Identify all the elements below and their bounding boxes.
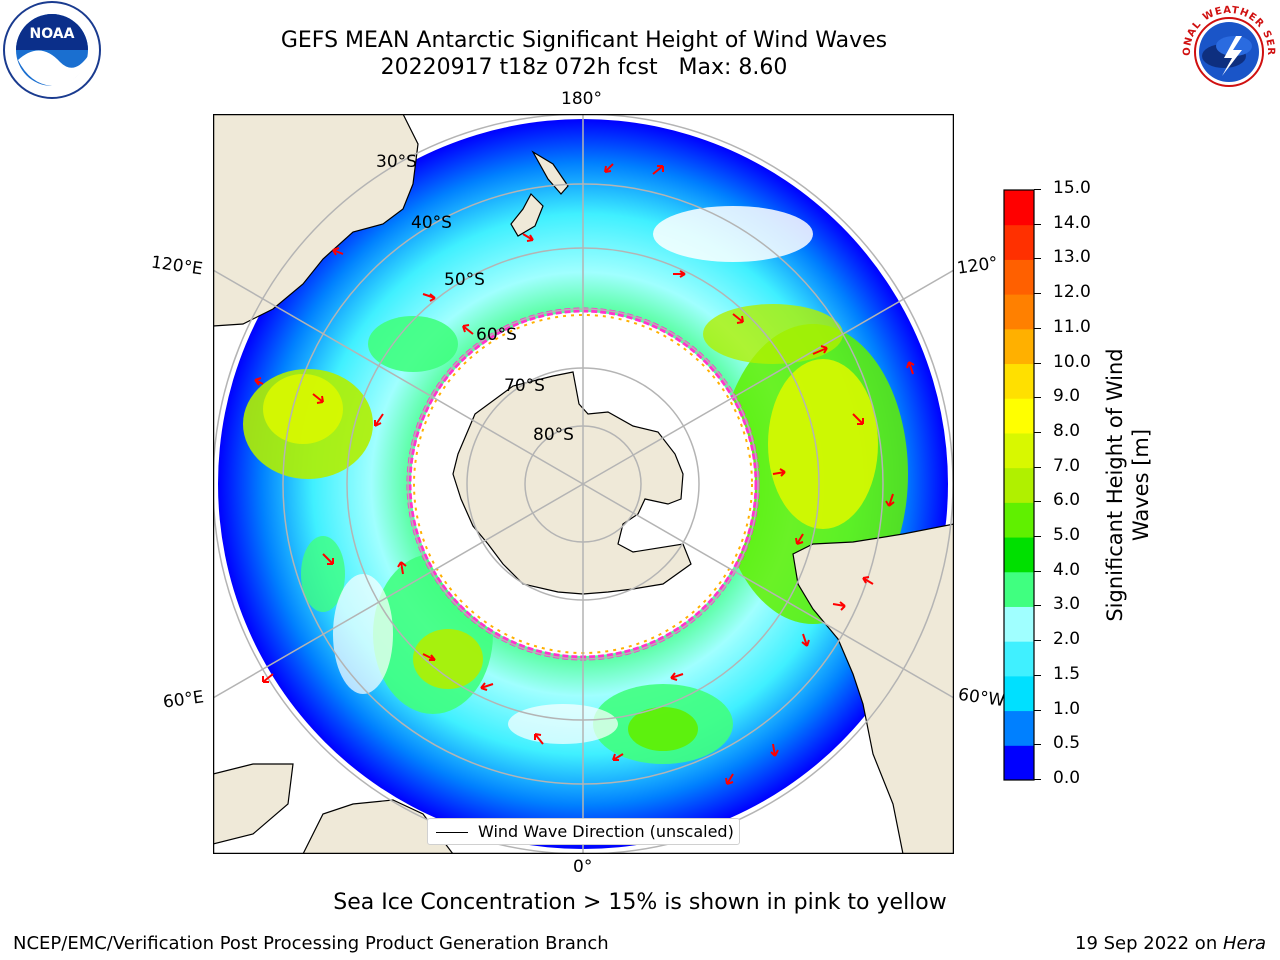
colorbar-tick-mark <box>1034 327 1041 329</box>
colorbar-tick-label: 9.0 <box>1053 386 1081 407</box>
colorbar-tick-label: 2.0 <box>1053 629 1081 650</box>
colorbar-swatch <box>1004 363 1034 399</box>
lon-label-60e: 60°E <box>161 687 206 713</box>
colorbar-tick-label: 4.0 <box>1053 559 1081 580</box>
lon-label-60w: 60°W <box>956 684 1007 712</box>
antarctica-land <box>452 371 692 595</box>
lat-label-30s: 30°S <box>376 152 417 172</box>
colorbar-tick-mark <box>1034 431 1041 433</box>
new-zealand-land <box>510 150 569 237</box>
colorbar-tick-label: 6.0 <box>1053 490 1081 511</box>
host-name: Hera <box>1222 933 1266 954</box>
colorbar-tick-label: 0.0 <box>1053 768 1081 788</box>
colorbar-swatch <box>1004 710 1034 746</box>
colorbar-tick-label: 8.0 <box>1053 420 1081 441</box>
noaa-logo-text: NOAA <box>30 26 75 42</box>
generation-date: 19 Sep 2022 on Hera <box>1075 933 1266 954</box>
lat-label-60s: 60°S <box>476 325 517 345</box>
lon-label-0: 0° <box>573 857 593 877</box>
generation-date-text: 19 Sep 2022 on <box>1075 933 1223 954</box>
colorbar-swatch <box>1004 328 1034 365</box>
lon-label-180: 180° <box>561 89 602 109</box>
legend-line-swatch <box>436 832 468 833</box>
colorbar-tick-label: 15.0 <box>1053 178 1091 198</box>
colorbar-tick-mark <box>1034 536 1041 538</box>
noaa-logo: NOAA <box>0 0 104 100</box>
colorbar-tick-mark <box>1034 189 1041 190</box>
lat-label-50s: 50°S <box>444 270 485 290</box>
colorbar-tick-label: 12.0 <box>1053 282 1091 303</box>
colorbar-tick-label: 14.0 <box>1053 212 1091 233</box>
lat-label-80s: 80°S <box>533 425 574 445</box>
colorbar-tick-mark <box>1034 501 1041 503</box>
colorbar-swatch <box>1004 606 1034 642</box>
colorbar-tick-mark <box>1034 362 1041 364</box>
colorbar-tick-mark <box>1034 466 1041 468</box>
sea-ice-caption: Sea Ice Concentration > 15% is shown in … <box>333 890 947 915</box>
colorbar-tick-label: 11.0 <box>1053 316 1091 337</box>
colorbar-swatch <box>1004 432 1034 469</box>
producer-credit: NCEP/EMC/Verification Post Processing Pr… <box>13 933 609 954</box>
lat-label-40s: 40°S <box>411 213 452 233</box>
colorbar-tick-label: 10.0 <box>1053 351 1091 372</box>
colorbar-tick-mark <box>1034 640 1041 642</box>
wave-direction-arrows <box>254 163 915 785</box>
title-line-2: 20220917 t18z 072h fcst Max: 8.60 <box>380 55 788 80</box>
lon-label-120e: 120°E <box>149 252 204 280</box>
lon-label-120w: 120° <box>955 253 1000 279</box>
colorbar-tick-mark <box>1034 570 1041 572</box>
colorbar-swatch <box>1004 537 1034 573</box>
colorbar-tick-label: 5.0 <box>1053 525 1081 546</box>
colorbar-swatch <box>1004 571 1034 607</box>
colorbar-swatch <box>1004 294 1034 330</box>
map-panel <box>212 113 955 855</box>
colorbar-tick-mark <box>1034 397 1041 399</box>
colorbar-tick-label: 3.0 <box>1053 594 1081 615</box>
nws-logo: NATIONAL WEATHER SERVICE <box>1173 0 1280 100</box>
plot-title: GEFS MEAN Antarctic Significant Height o… <box>0 27 1168 81</box>
colorbar-swatch <box>1004 224 1034 260</box>
colorbar-tick-label: 1.0 <box>1053 698 1081 719</box>
colorbar-swatches <box>1003 189 1035 781</box>
colorbar-swatch <box>1004 641 1034 677</box>
map-frame <box>212 113 955 855</box>
longitude-grid <box>213 114 954 854</box>
lat-label-70s: 70°S <box>504 376 545 396</box>
colorbar-swatch <box>1004 398 1034 434</box>
colorbar-tick-mark <box>1034 779 1041 780</box>
colorbar-label: Significant Height of Wind Waves [m] <box>1103 348 1153 622</box>
colorbar-tick-mark <box>1034 744 1041 746</box>
colorbar-frame <box>1003 189 1035 781</box>
colorbar-tick-mark <box>1034 605 1041 607</box>
polar-map <box>212 113 955 855</box>
colorbar-tick-mark <box>1034 258 1041 260</box>
colorbar-tick-label: 0.5 <box>1053 733 1081 754</box>
colorbar-swatch <box>1004 467 1034 503</box>
colorbar-tick-mark <box>1034 223 1041 225</box>
colorbar-tick-mark <box>1034 293 1041 295</box>
colorbar-swatch <box>1004 745 1034 781</box>
colorbar-tick-label: 1.5 <box>1053 663 1081 684</box>
colorbar-swatch <box>1004 675 1034 712</box>
legend-label: Wind Wave Direction (unscaled) <box>478 822 734 841</box>
colorbar-swatch <box>1004 502 1034 538</box>
colorbar-swatch <box>1004 190 1034 226</box>
colorbar-tick-mark <box>1034 674 1041 676</box>
colorbar-tick-label: 7.0 <box>1053 455 1081 476</box>
colorbar-tick-mark <box>1034 709 1041 711</box>
title-line-1: GEFS MEAN Antarctic Significant Height o… <box>280 28 888 53</box>
map-legend: Wind Wave Direction (unscaled) <box>427 818 740 845</box>
colorbar-tick-label: 13.0 <box>1053 247 1091 268</box>
australia-land <box>213 114 419 327</box>
south-america-land <box>792 523 954 854</box>
colorbar <box>1003 189 1035 781</box>
colorbar-swatch <box>1004 259 1034 295</box>
